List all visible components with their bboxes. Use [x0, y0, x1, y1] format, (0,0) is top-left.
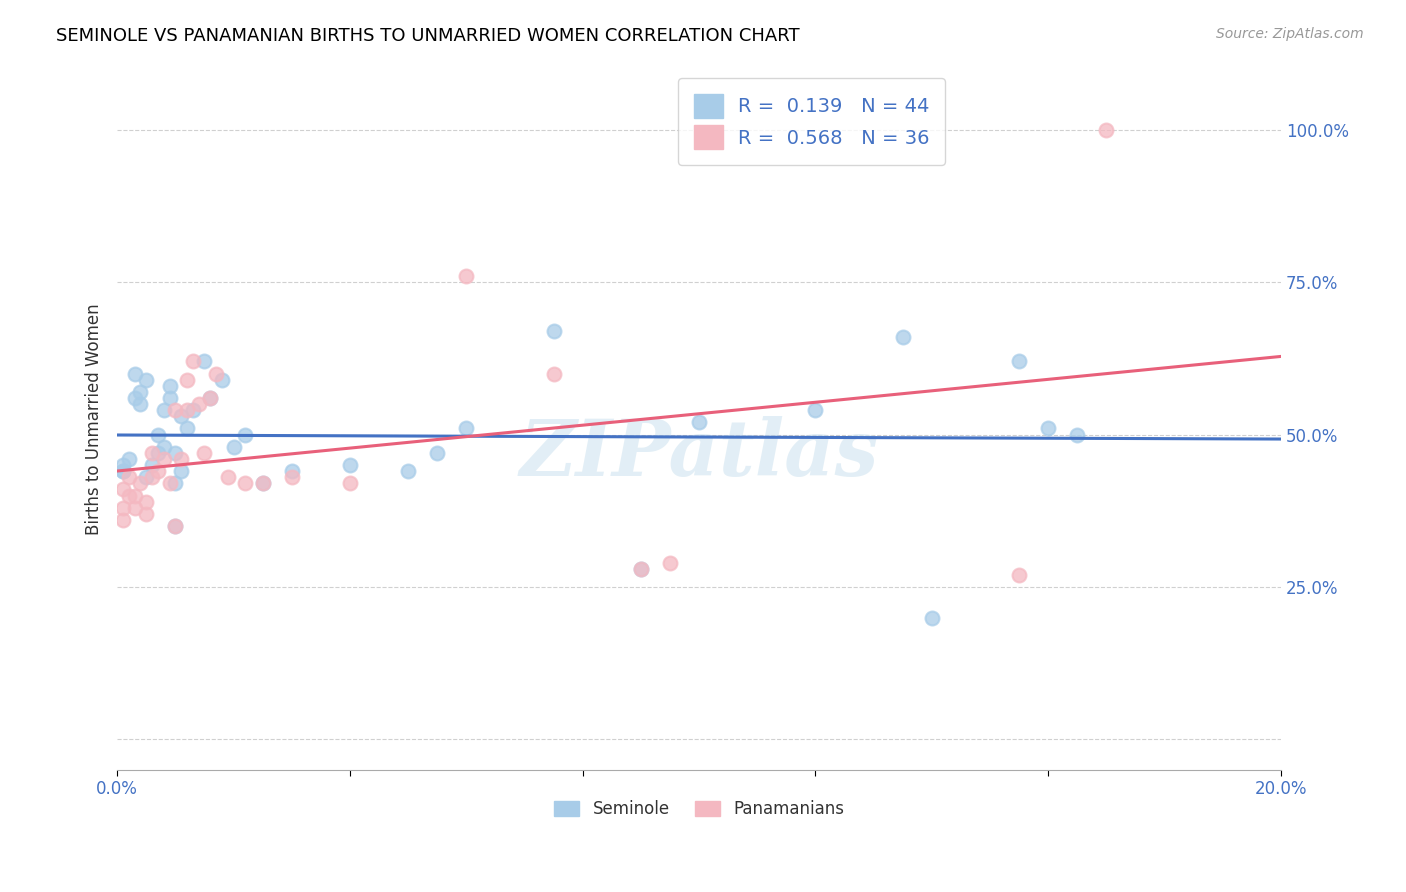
Point [124, 500, 146, 515]
Point [281, 464, 304, 478]
Point [141, 470, 163, 484]
Point [339, 458, 361, 472]
Point [1008, 567, 1031, 582]
Point [176, 373, 198, 387]
Point [1095, 122, 1118, 136]
Point [165, 476, 187, 491]
Point [630, 562, 652, 576]
Point [222, 440, 245, 454]
Point [233, 476, 256, 491]
Point [543, 324, 565, 338]
Text: SEMINOLE VS PANAMANIAN BIRTHS TO UNMARRIED WOMEN CORRELATION CHART: SEMINOLE VS PANAMANIAN BIRTHS TO UNMARRI… [56, 27, 800, 45]
Point [146, 427, 169, 442]
Point [146, 464, 169, 478]
Point [141, 446, 163, 460]
Point [124, 391, 146, 405]
Point [165, 403, 187, 417]
Point [217, 470, 239, 484]
Point [233, 427, 256, 442]
Point [159, 378, 181, 392]
Point [159, 476, 181, 491]
Point [111, 464, 134, 478]
Point [252, 476, 274, 491]
Point [129, 476, 152, 491]
Point [124, 489, 146, 503]
Point [426, 446, 449, 460]
Text: ZIPatlas: ZIPatlas [519, 416, 879, 492]
Point [187, 397, 209, 411]
Point [176, 403, 198, 417]
Point [688, 415, 710, 429]
Point [193, 354, 215, 368]
Point [205, 367, 228, 381]
Point [118, 451, 141, 466]
Point [456, 421, 478, 435]
Point [281, 470, 304, 484]
Point [135, 494, 157, 508]
Point [118, 489, 141, 503]
Point [200, 391, 222, 405]
Point [170, 451, 193, 466]
Point [141, 458, 163, 472]
Point [543, 367, 565, 381]
Point [211, 373, 233, 387]
Point [921, 610, 943, 624]
Point [165, 519, 187, 533]
Point [111, 458, 134, 472]
Point [200, 391, 222, 405]
Point [135, 470, 157, 484]
Text: Source: ZipAtlas.com: Source: ZipAtlas.com [1216, 27, 1364, 41]
Legend: Seminole, Panamanians: Seminole, Panamanians [547, 794, 851, 825]
Point [176, 421, 198, 435]
Point [181, 354, 204, 368]
Point [891, 330, 914, 344]
Point [152, 451, 174, 466]
Point [339, 476, 361, 491]
Point [118, 470, 141, 484]
Point [193, 446, 215, 460]
Point [181, 403, 204, 417]
Point [1066, 427, 1088, 442]
Y-axis label: Births to Unmarried Women: Births to Unmarried Women [86, 303, 103, 535]
Point [135, 507, 157, 521]
Point [129, 397, 152, 411]
Point [659, 556, 682, 570]
Point [630, 562, 652, 576]
Point [135, 373, 157, 387]
Point [111, 513, 134, 527]
Point [804, 403, 827, 417]
Point [159, 391, 181, 405]
Point [165, 519, 187, 533]
Point [152, 403, 174, 417]
Point [170, 409, 193, 424]
Point [129, 384, 152, 399]
Point [165, 446, 187, 460]
Point [456, 268, 478, 283]
Point [146, 446, 169, 460]
Point [111, 483, 134, 497]
Point [111, 464, 134, 478]
Point [170, 464, 193, 478]
Point [252, 476, 274, 491]
Point [396, 464, 419, 478]
Point [1008, 354, 1031, 368]
Point [124, 367, 146, 381]
Point [1038, 421, 1060, 435]
Point [111, 500, 134, 515]
Point [152, 440, 174, 454]
